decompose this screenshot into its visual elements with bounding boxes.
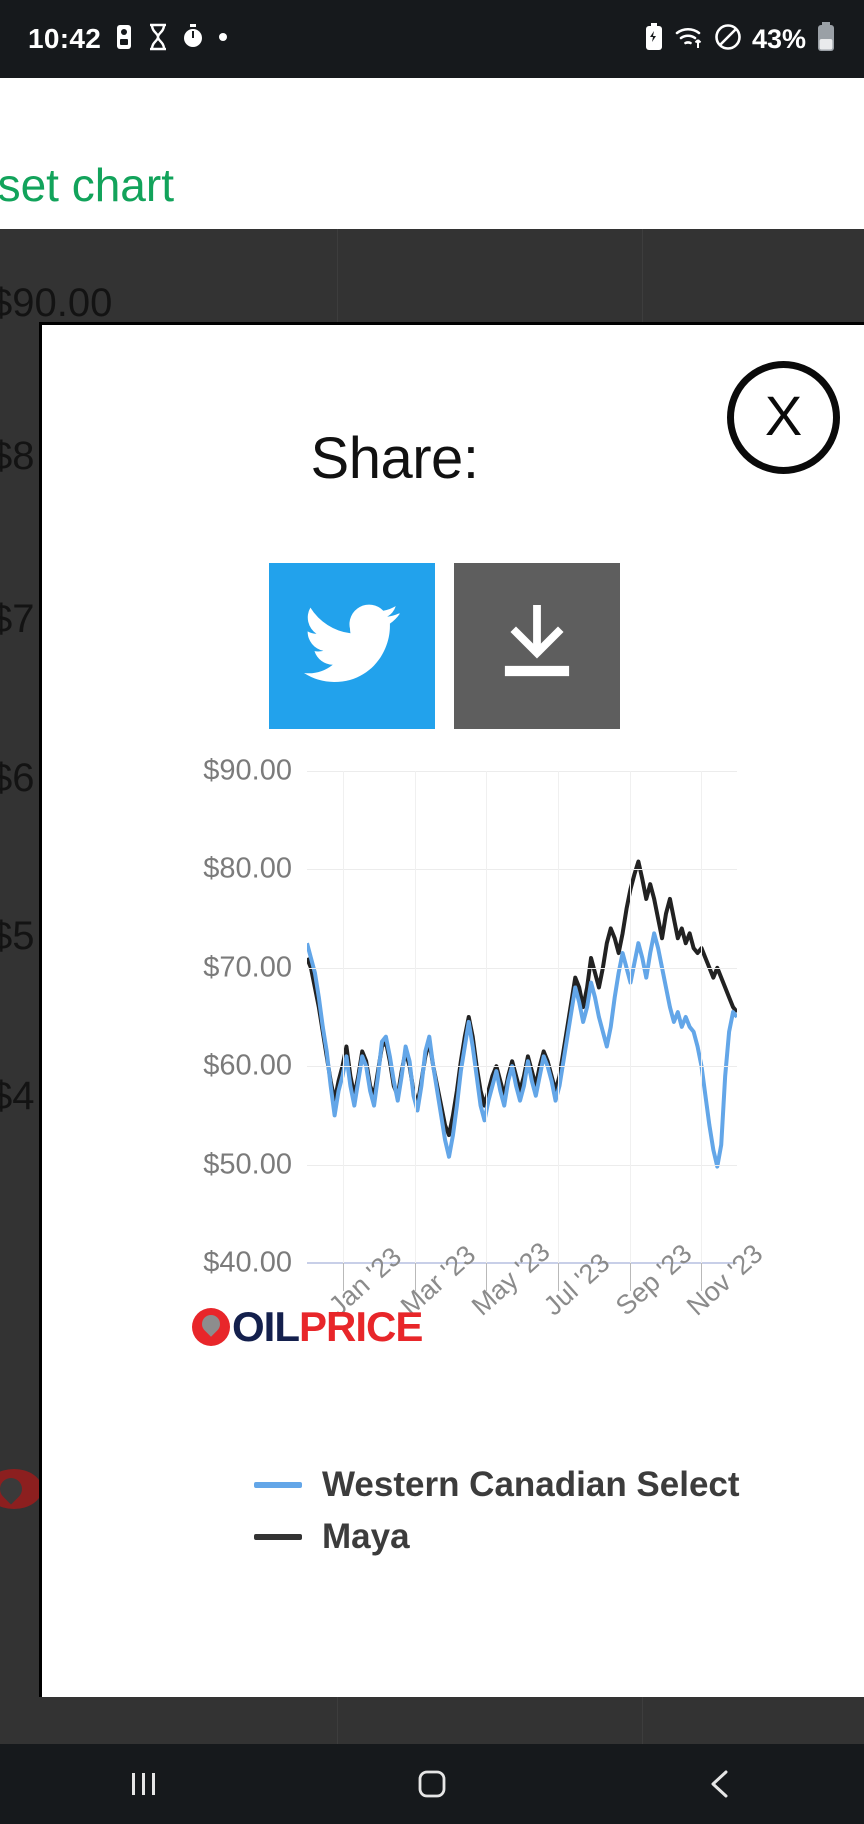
chart-lines bbox=[305, 859, 739, 1169]
hourglass-icon bbox=[147, 23, 169, 55]
bg-y-label-4: $4 bbox=[0, 1074, 35, 1118]
chart-vgridline bbox=[629, 771, 631, 1263]
reset-chart-link[interactable]: eset chart bbox=[0, 159, 174, 211]
legend-swatch-maya bbox=[254, 1534, 302, 1540]
chart-vgridline bbox=[486, 771, 488, 1263]
android-nav-bar bbox=[0, 1744, 864, 1824]
chart-legend: Western Canadian Select Maya bbox=[254, 1465, 854, 1569]
bg-y-label-8: $8 bbox=[0, 434, 35, 478]
logo-oil-text: OIL bbox=[232, 1303, 300, 1350]
status-bar-left: 10:42 bbox=[28, 23, 229, 55]
share-modal: Share: X $90.00 $80.00 $70.00 $60.00 $50.00 $… bbox=[39, 322, 864, 1697]
x-tick-mark bbox=[557, 1263, 559, 1291]
bg-y-label-7: $7 bbox=[0, 597, 35, 641]
status-bar: 10:42 43% bbox=[0, 0, 864, 78]
bg-y-label-6: $6 bbox=[0, 756, 35, 800]
y-tick-label: $70.00 bbox=[203, 951, 292, 984]
x-tick-mark bbox=[629, 1263, 631, 1291]
y-axis-labels: $90.00 $80.00 $70.00 $60.00 $50.00 $40.00 bbox=[42, 755, 292, 1279]
chart-vgridline bbox=[414, 771, 416, 1263]
battery-saver-icon bbox=[644, 23, 664, 55]
x-tick-mark bbox=[342, 1263, 344, 1291]
y-tick-label: $90.00 bbox=[203, 754, 292, 787]
oil-drop-icon bbox=[192, 1308, 230, 1346]
bg-oilprice-logo-icon bbox=[0, 1469, 42, 1509]
price-chart: $90.00 $80.00 $70.00 $60.00 $50.00 $40.00 Jan… bbox=[42, 755, 864, 1395]
legend-item-maya: Maya bbox=[254, 1517, 854, 1557]
chart-vgridline bbox=[701, 771, 703, 1263]
oilprice-watermark-logo: OIL PRICE bbox=[192, 1303, 423, 1351]
stopwatch-icon bbox=[182, 23, 204, 55]
legend-label-wcs: Western Canadian Select bbox=[322, 1465, 740, 1504]
close-icon: X bbox=[764, 383, 803, 447]
dot-icon bbox=[217, 31, 229, 47]
status-bar-right: 43% bbox=[644, 22, 836, 56]
chart-vgridline bbox=[342, 771, 344, 1263]
alarm-icon bbox=[114, 23, 134, 55]
x-tick-mark bbox=[414, 1263, 416, 1291]
bg-y-label-5: $5 bbox=[0, 914, 35, 958]
recents-button[interactable] bbox=[89, 1744, 199, 1824]
wifi-icon bbox=[674, 24, 704, 54]
do-not-disturb-icon bbox=[714, 23, 742, 55]
logo-price-text: PRICE bbox=[299, 1303, 423, 1350]
chart-gridline bbox=[307, 1066, 737, 1068]
chart-plot-area bbox=[305, 771, 739, 1264]
download-icon bbox=[501, 603, 573, 688]
chart-series-line bbox=[305, 931, 739, 1169]
back-button[interactable] bbox=[665, 1744, 775, 1824]
battery-percent: 43% bbox=[751, 23, 806, 54]
legend-swatch-wcs bbox=[254, 1482, 302, 1488]
status-clock: 10:42 bbox=[28, 23, 102, 54]
y-tick-label: $50.00 bbox=[203, 1148, 292, 1181]
chart-vgridline bbox=[557, 771, 559, 1263]
modal-title: Share: bbox=[310, 426, 479, 491]
twitter-icon bbox=[304, 604, 400, 689]
twitter-share-button[interactable] bbox=[269, 563, 435, 729]
battery-icon bbox=[816, 22, 836, 56]
chart-gridline bbox=[307, 869, 737, 871]
chart-baseline bbox=[307, 1262, 737, 1264]
x-tick-mark bbox=[486, 1263, 488, 1291]
chart-gridline bbox=[307, 967, 737, 969]
chart-gridline bbox=[307, 1164, 737, 1166]
legend-label-maya: Maya bbox=[322, 1517, 410, 1556]
close-button[interactable]: X bbox=[727, 361, 840, 474]
chart-gridline bbox=[307, 771, 737, 772]
legend-item-wcs: Western Canadian Select bbox=[254, 1465, 854, 1505]
bg-y-label-90: $90.00 bbox=[0, 281, 113, 325]
y-tick-label: $60.00 bbox=[203, 1049, 292, 1082]
y-tick-label: $80.00 bbox=[203, 852, 292, 885]
x-tick-mark bbox=[701, 1263, 703, 1291]
home-button[interactable] bbox=[377, 1744, 487, 1824]
share-buttons-row bbox=[42, 563, 864, 729]
download-share-button[interactable] bbox=[454, 563, 620, 729]
y-tick-label: $40.00 bbox=[203, 1246, 292, 1279]
